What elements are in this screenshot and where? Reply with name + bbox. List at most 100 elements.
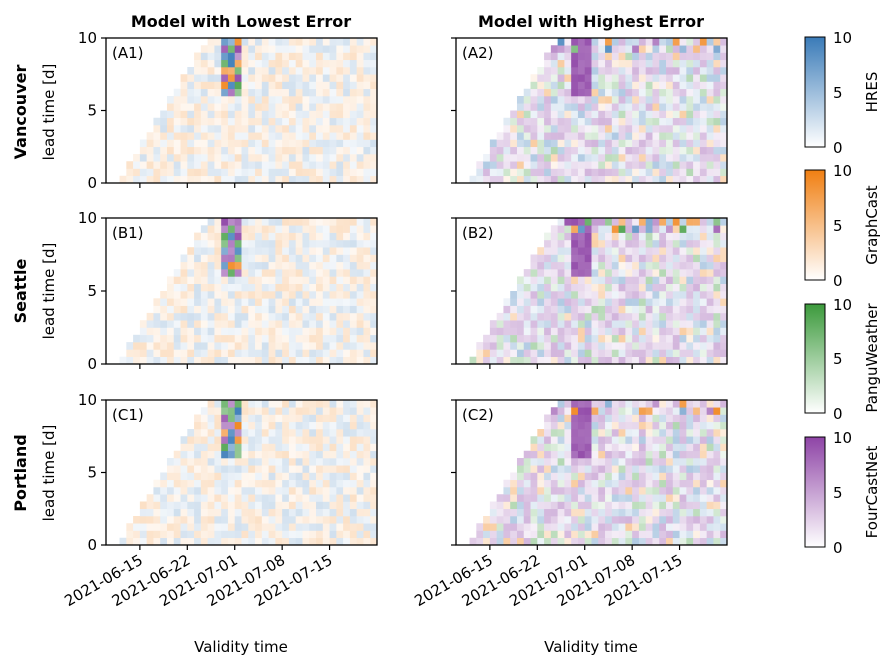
heatmap-cell: [577, 312, 586, 321]
heatmap-cell: [207, 508, 215, 517]
heatmap-cell: [282, 146, 290, 155]
heatmap-cells: [469, 38, 727, 183]
heatmap-cell: [207, 523, 215, 531]
heatmap-cell: [638, 342, 646, 350]
heatmap-cell: [720, 67, 727, 75]
heatmap-cell: [638, 443, 646, 452]
y-tick-label: 10: [78, 29, 97, 47]
heatmap-cell: [598, 298, 606, 306]
heatmap-cell: [343, 247, 351, 255]
heatmap-cell: [516, 168, 525, 177]
heatmap-cell: [652, 125, 660, 133]
heatmap-cell: [194, 312, 202, 321]
heatmap-cell: [322, 59, 330, 68]
heatmap-cell: [720, 487, 727, 495]
heatmap-cell: [706, 298, 714, 306]
heatmap-cell: [584, 465, 592, 473]
heatmap-cell: [255, 67, 263, 75]
heatmap-cell: [288, 465, 297, 473]
heatmap-cell: [200, 45, 208, 53]
heatmap-cell: [625, 139, 633, 148]
heatmap-cell: [720, 117, 727, 126]
heatmap-cell: [180, 443, 188, 452]
heatmap-cell: [322, 320, 330, 328]
heatmap-cell: [227, 269, 236, 277]
heatmap-cell: [234, 516, 242, 524]
heatmap-cell: [255, 479, 263, 488]
heatmap-cell: [645, 88, 653, 97]
heatmap-cell: [584, 487, 592, 495]
heatmap-cell: [227, 110, 236, 119]
heatmap-cell: [180, 283, 188, 292]
heatmap-cell: [550, 125, 558, 133]
heatmap-cell: [625, 429, 633, 437]
heatmap-cell: [686, 501, 694, 510]
heatmap-cell: [611, 254, 619, 263]
heatmap-cell: [180, 125, 188, 133]
heatmap-cell: [577, 465, 586, 473]
heatmap-cell: [187, 334, 195, 343]
heatmap-cell: [214, 414, 222, 423]
heatmap-cell: [336, 298, 344, 306]
heatmap-cell: [571, 125, 579, 133]
heatmap-cell: [322, 132, 330, 140]
heatmap-cell: [166, 494, 175, 502]
heatmap-cell: [632, 298, 640, 306]
heatmap-cell: [577, 298, 586, 306]
heatmap-cell: [349, 103, 357, 111]
heatmap-cell: [370, 154, 377, 162]
heatmap-cell: [329, 283, 337, 292]
heatmap-cell: [288, 247, 297, 255]
heatmap-cell: [316, 458, 324, 466]
heatmap-cell: [309, 254, 317, 263]
heatmap-cell: [160, 312, 168, 321]
heatmap-cell: [356, 139, 364, 148]
heatmap-cell: [571, 487, 579, 495]
heatmap-cell: [571, 276, 579, 284]
heatmap-cell: [214, 465, 222, 473]
heatmap-cell: [652, 261, 660, 270]
heatmap-cell: [625, 450, 633, 459]
heatmap-cell: [550, 530, 558, 539]
heatmap-cell: [261, 342, 269, 350]
heatmap-cell: [180, 74, 188, 82]
heatmap-cell: [706, 450, 714, 459]
heatmap-cell: [261, 117, 269, 126]
heatmap-cell: [713, 443, 721, 452]
heatmap-cell: [666, 523, 674, 531]
heatmap-cell: [180, 530, 188, 539]
heatmap-cell: [187, 139, 195, 148]
heatmap-cell: [686, 161, 694, 169]
heatmap-cell: [336, 154, 344, 162]
heatmap-cell: [214, 247, 222, 255]
heatmap-cell: [261, 421, 269, 430]
heatmap-cell: [329, 146, 337, 155]
heatmap-cell: [214, 132, 222, 140]
heatmap-cell: [537, 146, 545, 155]
heatmap-cell: [652, 161, 660, 169]
heatmap-cell: [363, 327, 371, 336]
heatmap-cell: [329, 487, 337, 495]
heatmap-cell: [632, 414, 640, 423]
heatmap-cell: [557, 400, 565, 408]
heatmap-cell: [295, 429, 303, 437]
heatmap-cell: [577, 59, 586, 68]
heatmap-cell: [564, 400, 572, 408]
heatmap-cell: [706, 225, 714, 233]
heatmap-cell: [329, 110, 337, 119]
heatmap-cell: [166, 175, 175, 183]
heatmap-cell: [173, 487, 181, 495]
heatmap-cell: [645, 261, 653, 270]
heatmap-cell: [336, 117, 344, 126]
heatmap-cell: [618, 414, 626, 423]
heatmap-cell: [584, 52, 592, 61]
heatmap-cell: [180, 269, 188, 277]
heatmap-cell: [659, 414, 667, 423]
heatmap-cell: [706, 269, 714, 277]
heatmap-cell: [194, 508, 202, 517]
heatmap-cell: [302, 146, 310, 155]
heatmap-cell: [645, 487, 653, 495]
heatmap-cell: [544, 516, 552, 524]
heatmap-cell: [693, 139, 701, 148]
heatmap-cell: [672, 175, 680, 183]
